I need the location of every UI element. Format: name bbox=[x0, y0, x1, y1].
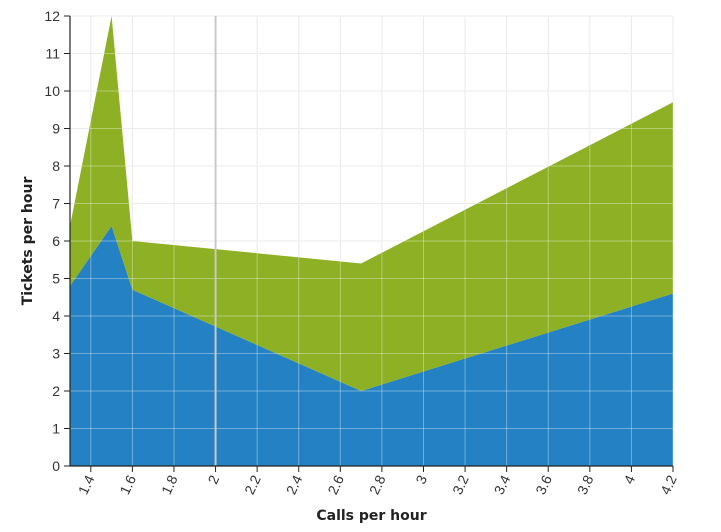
x-tick-label: 3.2 bbox=[449, 472, 472, 497]
y-tick-label: 12 bbox=[44, 8, 60, 24]
area-series-1 bbox=[70, 226, 673, 466]
x-tick-label: 4.2 bbox=[657, 472, 680, 497]
y-tick-label: 8 bbox=[52, 158, 60, 174]
axes bbox=[64, 15, 674, 472]
y-tick-label: 1 bbox=[52, 421, 60, 437]
x-axis-title: Calls per hour bbox=[316, 508, 426, 524]
x-tick-label: 1.8 bbox=[158, 472, 181, 497]
x-tick-label: 4 bbox=[620, 472, 638, 486]
x-tick-label: 1.4 bbox=[75, 472, 98, 497]
x-tick-label: 2.4 bbox=[283, 472, 306, 497]
y-tick-label: 9 bbox=[52, 121, 60, 137]
y-tick-label: 3 bbox=[52, 346, 60, 362]
x-tick-label: 1.6 bbox=[116, 472, 139, 497]
x-tick-label: 3.6 bbox=[532, 472, 555, 497]
x-tick-label: 3.4 bbox=[491, 472, 514, 497]
y-tick-label: 5 bbox=[52, 271, 60, 287]
y-tick-label: 11 bbox=[45, 46, 60, 62]
x-tick-label: 3 bbox=[412, 472, 430, 486]
y-tick-label: 10 bbox=[44, 83, 60, 99]
x-tick-label: 2.8 bbox=[366, 472, 389, 497]
area-series-layer bbox=[70, 15, 674, 466]
x-tick-label: 3.8 bbox=[574, 472, 597, 497]
y-tick-label: 4 bbox=[52, 308, 60, 324]
y-tick-label: 2 bbox=[52, 383, 60, 399]
x-tick-label: 2.6 bbox=[324, 472, 347, 497]
x-tick-label: 2.2 bbox=[241, 472, 264, 497]
y-axis-title: Tickets per hour bbox=[20, 177, 36, 306]
y-tick-label: 7 bbox=[52, 196, 60, 212]
x-tick-label: 2 bbox=[204, 472, 222, 486]
y-tick-label: 6 bbox=[52, 233, 60, 249]
area-series-2 bbox=[70, 16, 673, 391]
y-tick-label: 0 bbox=[52, 458, 60, 474]
